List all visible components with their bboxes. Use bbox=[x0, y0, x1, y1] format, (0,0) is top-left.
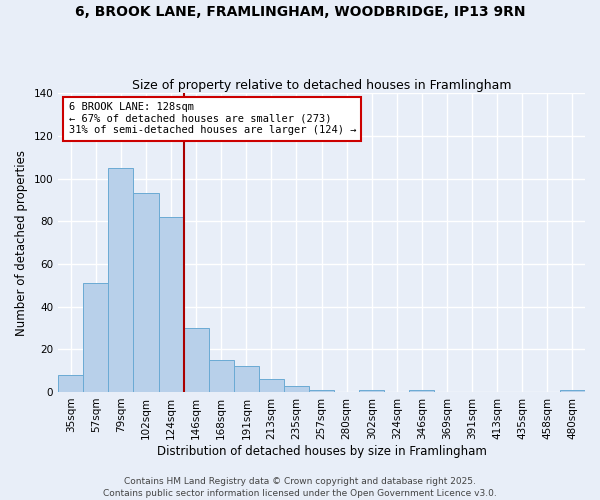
Bar bbox=[133, 194, 158, 392]
Bar bbox=[158, 217, 184, 392]
Bar bbox=[284, 386, 309, 392]
Bar bbox=[58, 375, 83, 392]
Bar bbox=[109, 168, 133, 392]
Title: Size of property relative to detached houses in Framlingham: Size of property relative to detached ho… bbox=[132, 79, 511, 92]
Bar bbox=[184, 328, 209, 392]
X-axis label: Distribution of detached houses by size in Framlingham: Distribution of detached houses by size … bbox=[157, 444, 487, 458]
Bar bbox=[83, 283, 109, 392]
Y-axis label: Number of detached properties: Number of detached properties bbox=[15, 150, 28, 336]
Text: 6, BROOK LANE, FRAMLINGHAM, WOODBRIDGE, IP13 9RN: 6, BROOK LANE, FRAMLINGHAM, WOODBRIDGE, … bbox=[75, 5, 525, 19]
Text: Contains HM Land Registry data © Crown copyright and database right 2025.
Contai: Contains HM Land Registry data © Crown c… bbox=[103, 476, 497, 498]
Bar bbox=[359, 390, 385, 392]
Bar bbox=[209, 360, 234, 392]
Bar bbox=[409, 390, 434, 392]
Text: 6 BROOK LANE: 128sqm
← 67% of detached houses are smaller (273)
31% of semi-deta: 6 BROOK LANE: 128sqm ← 67% of detached h… bbox=[69, 102, 356, 136]
Bar bbox=[234, 366, 259, 392]
Bar bbox=[560, 390, 585, 392]
Bar bbox=[309, 390, 334, 392]
Bar bbox=[259, 379, 284, 392]
